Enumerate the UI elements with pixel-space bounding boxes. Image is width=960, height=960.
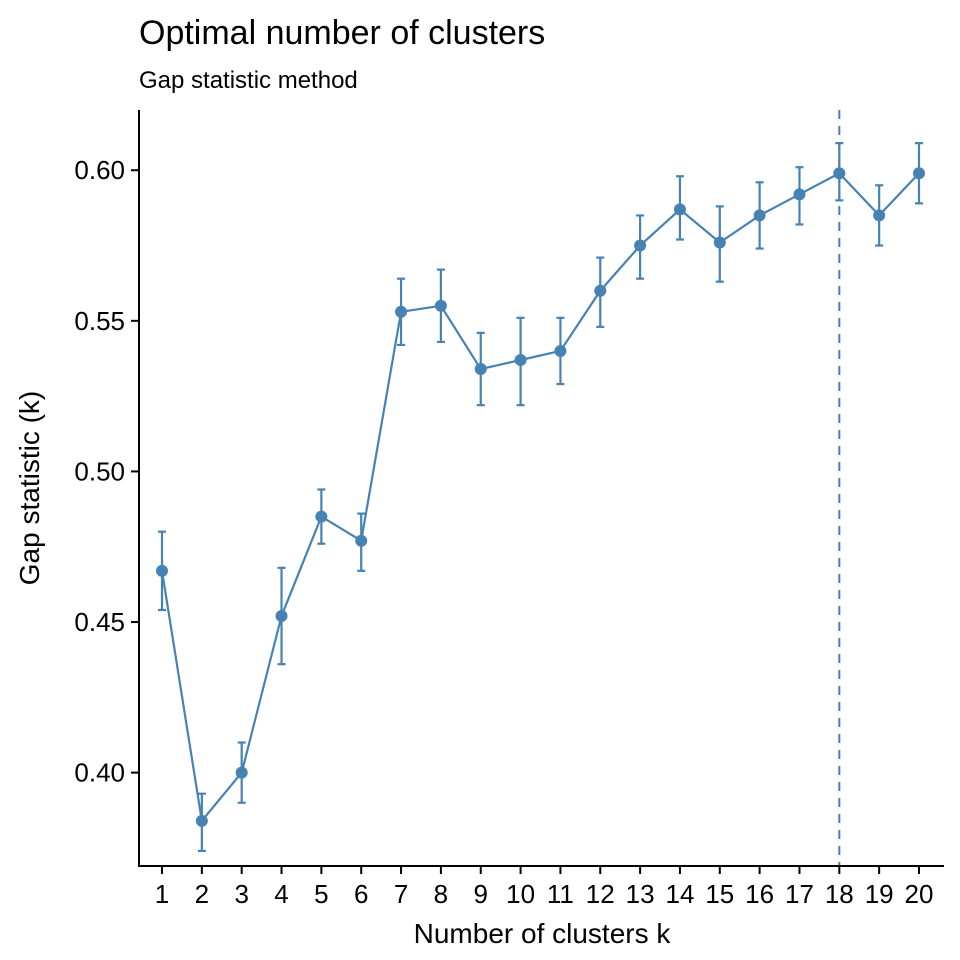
y-tick-label: 0.60 xyxy=(74,155,125,185)
data-point xyxy=(594,284,607,297)
x-tick-label: 18 xyxy=(825,879,854,909)
y-tick-label: 0.55 xyxy=(74,306,125,336)
y-tick-label: 0.45 xyxy=(74,607,125,637)
chart-title: Optimal number of clusters xyxy=(139,14,545,52)
x-tick-label: 16 xyxy=(745,879,774,909)
y-axis-title: Gap statistic (k) xyxy=(14,391,45,585)
x-tick-label: 4 xyxy=(274,879,288,909)
x-tick-label: 1 xyxy=(155,879,169,909)
data-point xyxy=(713,236,726,249)
x-tick-label: 13 xyxy=(626,879,655,909)
y-tick-label: 0.50 xyxy=(74,456,125,486)
data-point xyxy=(634,239,647,252)
x-tick-label: 5 xyxy=(314,879,328,909)
data-point xyxy=(474,363,487,376)
data-point xyxy=(873,209,886,222)
chart-subtitle: Gap statistic method xyxy=(139,67,358,94)
y-axis-ticks: 0.40 0.45 0.50 0.55 0.60 xyxy=(74,155,139,788)
data-point xyxy=(833,167,846,180)
data-point xyxy=(156,564,168,577)
x-tick-label: 3 xyxy=(234,879,248,909)
x-axis-title: Number of clusters k xyxy=(414,918,672,949)
data-point xyxy=(514,353,527,366)
x-tick-label: 15 xyxy=(705,879,734,909)
data-point xyxy=(753,209,766,222)
y-tick-label: 0.40 xyxy=(74,758,125,788)
x-tick-label: 11 xyxy=(547,879,574,909)
x-axis-ticks: 1 2 3 4 5 6 7 8 9 10 11 12 13 14 15 16 17 18 19 20 xyxy=(155,866,934,909)
x-tick-label: 2 xyxy=(195,879,209,909)
x-tick-label: 12 xyxy=(586,879,615,909)
x-tick-label: 10 xyxy=(506,879,535,909)
x-tick-label: 14 xyxy=(665,879,694,909)
x-tick-label: 17 xyxy=(785,879,814,909)
data-point xyxy=(355,534,368,547)
data-point xyxy=(913,167,925,180)
gap-series-line xyxy=(160,171,920,824)
x-tick-label: 6 xyxy=(354,879,368,909)
x-tick-label: 7 xyxy=(394,879,408,909)
data-point xyxy=(434,299,447,312)
x-tick-label: 20 xyxy=(905,879,934,909)
data-point xyxy=(554,344,567,357)
x-tick-label: 9 xyxy=(474,879,488,909)
data-point xyxy=(315,510,328,523)
data-points xyxy=(156,167,925,827)
data-point xyxy=(275,610,288,623)
x-tick-label: 19 xyxy=(865,879,894,909)
data-point xyxy=(673,203,686,216)
error-bars xyxy=(158,142,923,853)
data-point xyxy=(793,188,806,201)
data-point xyxy=(195,814,208,827)
x-tick-label: 8 xyxy=(434,879,448,909)
data-point xyxy=(395,305,408,318)
data-point xyxy=(235,766,248,779)
